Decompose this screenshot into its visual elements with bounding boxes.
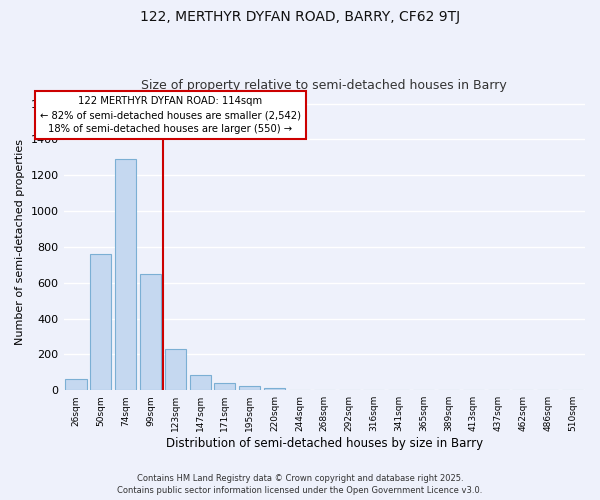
X-axis label: Distribution of semi-detached houses by size in Barry: Distribution of semi-detached houses by … [166, 437, 483, 450]
Text: 122, MERTHYR DYFAN ROAD, BARRY, CF62 9TJ: 122, MERTHYR DYFAN ROAD, BARRY, CF62 9TJ [140, 10, 460, 24]
Y-axis label: Number of semi-detached properties: Number of semi-detached properties [15, 140, 25, 346]
Bar [190, 375, 211, 390]
Bar [140, 274, 161, 390]
Bar [115, 159, 136, 390]
Bar [90, 254, 112, 390]
Title: Size of property relative to semi-detached houses in Barry: Size of property relative to semi-detach… [142, 79, 507, 92]
Text: 122 MERTHYR DYFAN ROAD: 114sqm
← 82% of semi-detached houses are smaller (2,542): 122 MERTHYR DYFAN ROAD: 114sqm ← 82% of … [40, 96, 301, 134]
Bar [214, 382, 235, 390]
Bar [165, 350, 186, 390]
Bar [239, 386, 260, 390]
Bar [65, 379, 86, 390]
Bar [264, 388, 285, 390]
Text: Contains HM Land Registry data © Crown copyright and database right 2025.
Contai: Contains HM Land Registry data © Crown c… [118, 474, 482, 495]
